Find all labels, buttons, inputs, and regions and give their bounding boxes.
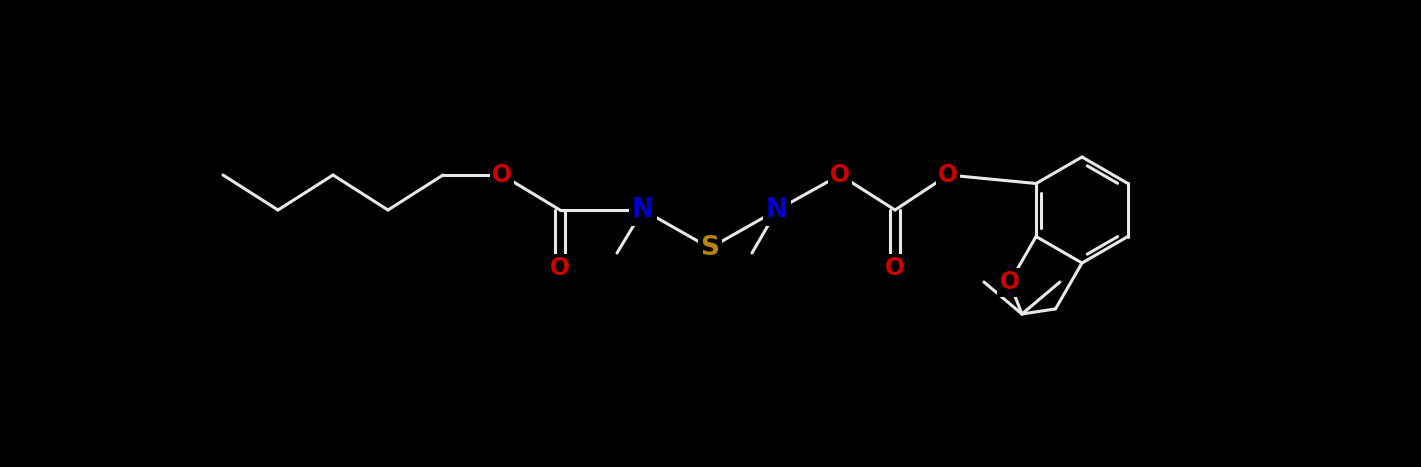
Text: O: O: [938, 163, 958, 187]
Text: O: O: [885, 256, 905, 280]
Text: N: N: [766, 197, 789, 223]
Text: O: O: [999, 270, 1020, 294]
Text: N: N: [632, 197, 654, 223]
Text: S: S: [701, 235, 719, 261]
Text: O: O: [830, 163, 850, 187]
Text: O: O: [550, 256, 570, 280]
Text: O: O: [492, 163, 512, 187]
